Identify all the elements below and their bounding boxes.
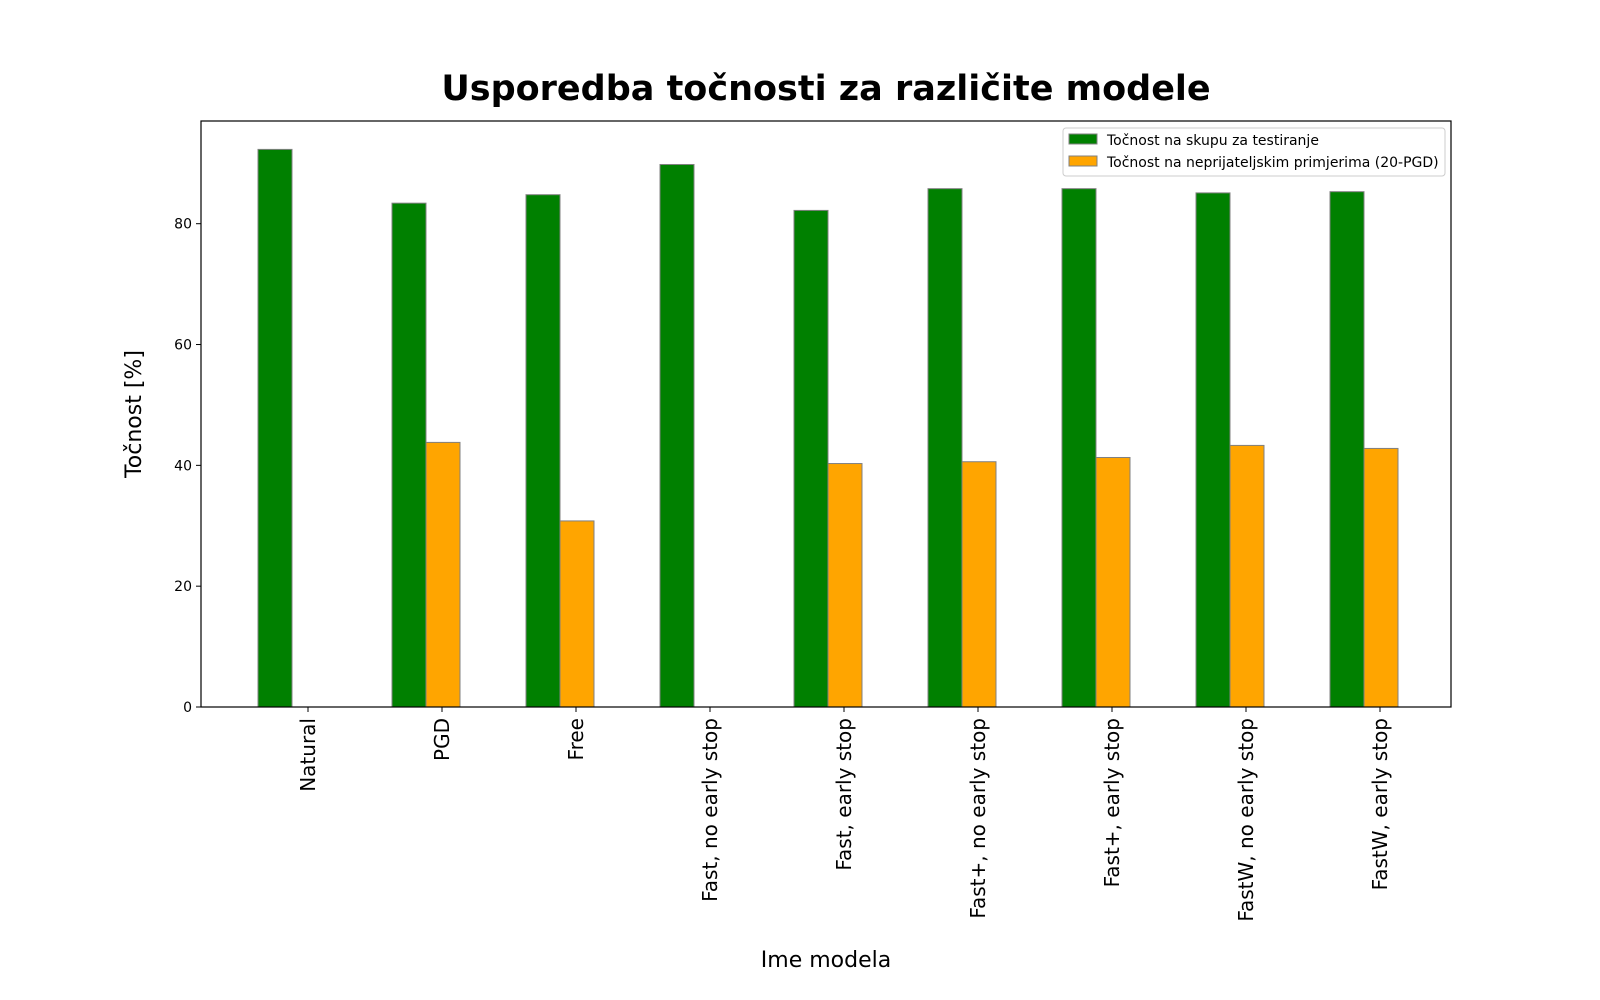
- x-tick-label-4: Fast, early stop: [832, 718, 856, 871]
- x-tick-label-1: PGD: [430, 718, 454, 761]
- bar-test-1: [391, 202, 427, 708]
- bar-test-0: [257, 148, 293, 708]
- x-tick-label-2: Free: [564, 718, 588, 760]
- bar-test-8: [1329, 191, 1365, 708]
- legend-label-test: Točnost na skupu za testiranje: [1106, 133, 1319, 149]
- legend: Točnost na skupu za testiranje Točnost n…: [1062, 127, 1446, 177]
- y-tick-label-1: 20: [174, 579, 192, 595]
- bar-adversarial-2: [559, 520, 595, 708]
- bar-test-3: [659, 163, 695, 708]
- x-tick-label-5: Fast+, no early stop: [966, 718, 990, 919]
- bar-adversarial-8: [1363, 447, 1399, 708]
- bar-adversarial-5: [961, 461, 997, 708]
- x-tick-label-6: Fast+, early stop: [1100, 718, 1124, 887]
- bar-test-7: [1195, 192, 1231, 708]
- bar-adversarial-1: [425, 441, 461, 708]
- y-tick-label-0: 0: [183, 700, 192, 716]
- x-tick-label-3: Fast, no early stop: [698, 718, 722, 902]
- bar-test-6: [1061, 188, 1097, 708]
- y-tick-label-4: 80: [174, 217, 192, 233]
- x-axis-label: Ime modela: [761, 948, 891, 973]
- plot-area-frame: [200, 120, 1452, 708]
- y-tick-label-2: 40: [174, 458, 192, 474]
- x-tick-label-0: Natural: [296, 718, 320, 792]
- x-tick-label-8: FastW, early stop: [1368, 718, 1392, 890]
- y-tick-label-3: 60: [174, 338, 192, 354]
- x-tick-label-7: FastW, no early stop: [1234, 718, 1258, 922]
- bar-adversarial-7: [1229, 444, 1265, 708]
- bar-test-5: [927, 188, 963, 708]
- bar-test-4: [793, 209, 829, 708]
- bar-adversarial-4: [827, 463, 863, 708]
- legend-frame: [1062, 127, 1446, 177]
- ticks-layer: Natural PGD Free Fast, no early stop Fast, e…: [174, 217, 1392, 922]
- legend-label-adversarial: Točnost na neprijateljskim primjerima (2…: [1106, 155, 1439, 171]
- legend-swatch-test: [1068, 133, 1098, 145]
- bars-layer: [257, 148, 1399, 708]
- legend-swatch-adversarial: [1068, 155, 1098, 167]
- bar-adversarial-6: [1095, 456, 1131, 708]
- bar-test-2: [525, 194, 561, 708]
- y-axis-label: Točnost [%]: [122, 350, 147, 479]
- chart-title: Usporedba točnosti za različite modele: [441, 69, 1210, 109]
